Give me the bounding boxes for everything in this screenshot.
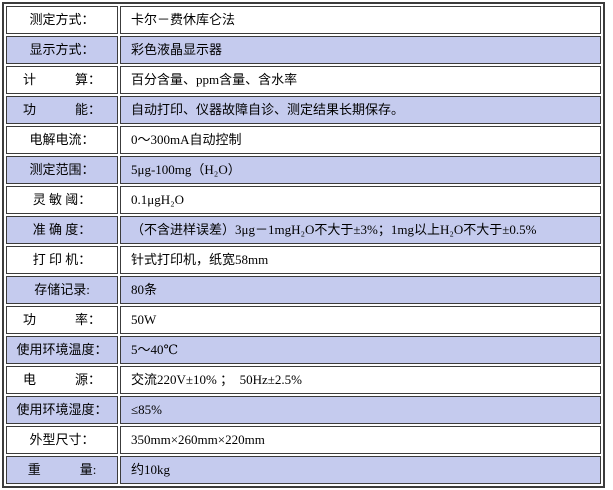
table-row: 测定范围： 5μg-100mg（H₂O） — [6, 156, 601, 184]
spec-label: 电解电流： — [6, 126, 118, 154]
spec-label: 使用环境温度： — [6, 336, 118, 364]
spec-value: 针式打印机，纸宽58mm — [120, 246, 601, 274]
spec-value: 彩色液晶显示器 — [120, 36, 601, 64]
spec-label: 功 能： — [6, 96, 118, 124]
spec-table-body: 测定方式： 卡尔－费休库仑法 显示方式： 彩色液晶显示器 计 算： 百分含量、p… — [6, 6, 601, 484]
table-row: 电 源： 交流220V±10% ； 50Hz±2.5% — [6, 366, 601, 394]
table-row: 使用环境湿度： ≤85% — [6, 396, 601, 424]
table-row: 计 算： 百分含量、ppm含量、含水率 — [6, 66, 601, 94]
spec-value: 50W — [120, 306, 601, 334]
spec-value: 卡尔－费休库仑法 — [120, 6, 601, 34]
table-row: 重 量: 约10kg — [6, 456, 601, 484]
table-row: 灵 敏 阈： 0.1μgH₂O — [6, 186, 601, 214]
spec-value: 350mm×260mm×220mm — [120, 426, 601, 454]
spec-label: 准 确 度： — [6, 216, 118, 244]
table-row: 准 确 度： （不含进样误差）3μg－1mgH₂O不大于±3%；1mg以上H₂O… — [6, 216, 601, 244]
spec-label: 计 算： — [6, 66, 118, 94]
spec-label: 显示方式： — [6, 36, 118, 64]
table-row: 外型尺寸： 350mm×260mm×220mm — [6, 426, 601, 454]
table-row: 显示方式： 彩色液晶显示器 — [6, 36, 601, 64]
spec-label: 外型尺寸： — [6, 426, 118, 454]
spec-label: 电 源： — [6, 366, 118, 394]
spec-value: 0～300mA自动控制 — [120, 126, 601, 154]
table-row: 使用环境温度： 5～40℃ — [6, 336, 601, 364]
spec-label: 使用环境湿度： — [6, 396, 118, 424]
table-row: 电解电流： 0～300mA自动控制 — [6, 126, 601, 154]
spec-label: 功 率： — [6, 306, 118, 334]
table-row: 测定方式： 卡尔－费休库仑法 — [6, 6, 601, 34]
spec-value: 5μg-100mg（H₂O） — [120, 156, 601, 184]
table-row: 打 印 机： 针式打印机，纸宽58mm — [6, 246, 601, 274]
spec-label: 测定范围： — [6, 156, 118, 184]
spec-value: 5～40℃ — [120, 336, 601, 364]
spec-label: 重 量: — [6, 456, 118, 484]
spec-value: 自动打印、仪器故障自诊、测定结果长期保存。 — [120, 96, 601, 124]
table-row: 功 能： 自动打印、仪器故障自诊、测定结果长期保存。 — [6, 96, 601, 124]
spec-value: （不含进样误差）3μg－1mgH₂O不大于±3%；1mg以上H₂O不大于±0.5… — [120, 216, 601, 244]
spec-table: 测定方式： 卡尔－费休库仑法 显示方式： 彩色液晶显示器 计 算： 百分含量、p… — [2, 2, 605, 488]
table-row: 存储记录: 80条 — [6, 276, 601, 304]
spec-value: ≤85% — [120, 396, 601, 424]
table-row: 功 率： 50W — [6, 306, 601, 334]
spec-value: 交流220V±10% ； 50Hz±2.5% — [120, 366, 601, 394]
spec-label: 打 印 机： — [6, 246, 118, 274]
spec-value: 约10kg — [120, 456, 601, 484]
spec-label: 测定方式： — [6, 6, 118, 34]
spec-value: 百分含量、ppm含量、含水率 — [120, 66, 601, 94]
spec-label: 存储记录: — [6, 276, 118, 304]
spec-label: 灵 敏 阈： — [6, 186, 118, 214]
spec-value: 0.1μgH₂O — [120, 186, 601, 214]
spec-value: 80条 — [120, 276, 601, 304]
